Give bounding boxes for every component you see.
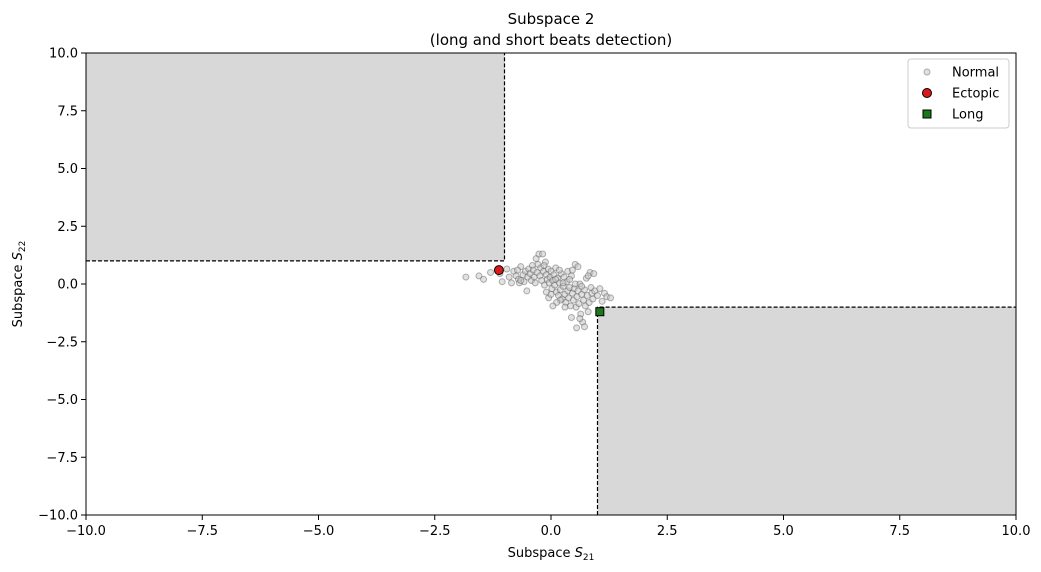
normal-point [568,266,576,274]
normal-point [462,273,470,281]
normal-point [549,302,557,310]
normal-point [547,290,555,298]
normal-point [539,250,547,258]
normal-point [514,266,522,274]
y-tick-label: 7.5 [57,104,78,119]
normal-point [574,263,582,271]
normal-point [590,270,598,278]
x-axis-label-text: Subspace [508,546,575,561]
normal-point [575,300,583,308]
normal-point [523,287,531,295]
y-tick-label: −10.0 [38,509,78,524]
x-axis-label-subscript: 21 [583,553,594,563]
normal-point [566,275,574,283]
normal-point [598,297,606,305]
legend-marker-normal [923,68,931,76]
normal-point [607,294,615,302]
normal-point [487,268,495,276]
x-axis-label-symbol: S [575,546,583,561]
threshold-line-1 [86,53,506,262]
y-tick-label: 2.5 [57,220,78,235]
normal-point [498,278,506,286]
normal-point [480,275,488,283]
shaded-region-2 [597,307,1016,515]
threshold-lines [86,53,1016,515]
chart-title: Subspace 2 [508,10,595,28]
ectopic-point [493,265,504,276]
data-points [462,250,615,332]
legend-marker-long [922,109,932,119]
chart-subtitle: (long and short beats detection) [430,31,672,49]
legend-label-ectopic: Ectopic [952,87,999,102]
shaded-region-1 [86,53,505,261]
normal-point [580,296,588,304]
normal-point [507,279,515,287]
normal-point [571,280,579,288]
normal-point [555,266,563,274]
y-axis-label-subscript: 22 [18,241,28,252]
x-tick-label: 10.0 [1002,524,1031,539]
normal-point [540,262,548,270]
legend-label-normal: Normal [952,66,999,81]
legend-marker-ectopic [922,88,932,98]
y-tick-label: −7.5 [46,451,78,466]
normal-point [589,295,597,303]
y-tick-label: −5.0 [46,393,78,408]
normal-point [573,324,581,332]
x-axis-label: Subspace S21 [508,546,595,563]
normal-point [594,292,601,300]
x-tick-label: 0.0 [541,524,562,539]
normal-point [596,285,604,293]
x-tick-label: −7.5 [186,524,218,539]
x-axis-ticks: −10.0 −7.5 −5.0 −2.5 0.0 2.5 5.0 7.5 10.0 [66,515,1030,539]
y-axis-label-symbol: S [11,252,26,260]
x-tick-label: 5.0 [773,524,794,539]
normal-point [567,302,575,310]
normal-point [503,265,511,273]
normal-point [475,272,483,280]
threshold-line-2 [596,306,1016,515]
x-tick-label: −5.0 [303,524,335,539]
normal-point [576,315,584,323]
y-tick-label: −2.5 [46,335,78,350]
y-axis-ticks: 10.0 7.5 5.0 2.5 0.0 −2.5 −5.0 −7.5 −10.0 [38,47,86,524]
normal-point [561,303,569,311]
normal-point [591,287,599,295]
y-tick-label: 0.0 [57,278,78,293]
x-tick-label: 2.5 [657,524,678,539]
normal-point [580,323,588,331]
normal-point [531,279,539,287]
normal-point [532,255,540,263]
normal-point [559,279,567,287]
x-tick-label: −2.5 [419,524,451,539]
normal-point [552,275,560,283]
legend: Normal Ectopic Long [907,58,1010,129]
y-axis-label-text: Subspace [11,260,26,327]
normal-point [578,282,586,290]
normal-point [584,308,592,316]
y-tick-label: 5.0 [57,162,78,177]
x-tick-label: 7.5 [889,524,910,539]
normal-point [567,313,575,321]
y-tick-label: 10.0 [49,47,78,62]
long-point [595,307,605,317]
normal-point [505,273,513,281]
normal-point [517,277,525,285]
x-tick-label: −10.0 [66,524,106,539]
y-axis-label: Subspace S22 [11,241,28,328]
normal-point [584,272,592,280]
legend-box [907,58,1010,129]
legend-label-long: Long [952,108,983,123]
threshold-regions [86,53,1016,515]
